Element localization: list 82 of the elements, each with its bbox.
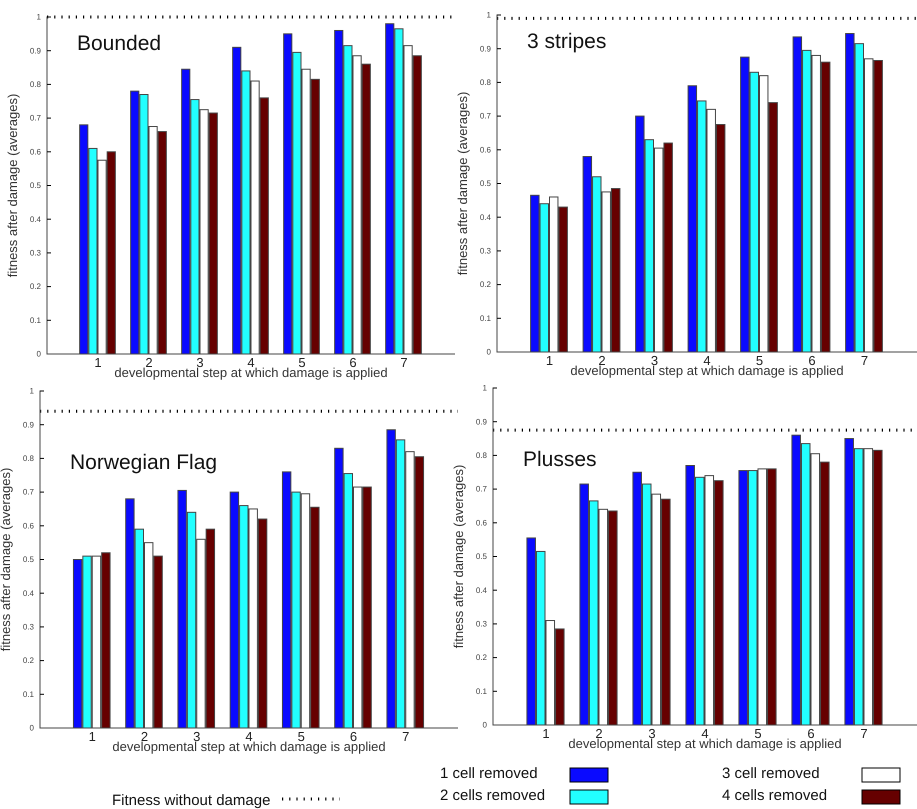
x-tick-label: 1 bbox=[542, 726, 550, 742]
x-tick-label: 3 bbox=[196, 355, 204, 370]
y-tick-label: 0.5 bbox=[480, 179, 492, 188]
x-tick-label: 7 bbox=[400, 355, 408, 370]
y-tick-label: 0.5 bbox=[476, 552, 488, 562]
y-tick-label: 1 bbox=[486, 10, 492, 20]
x-tick-label: 3 bbox=[650, 353, 658, 368]
y-tick-label: 0.4 bbox=[476, 586, 488, 595]
y-tick-label: 0.3 bbox=[22, 622, 35, 632]
x-tick-label: 4 bbox=[245, 729, 253, 744]
y-tick-label: 0.1 bbox=[476, 686, 488, 696]
y-tick-label: 0.6 bbox=[22, 521, 35, 530]
legend-label: 4 cells removed bbox=[722, 787, 828, 804]
y-tick-label: 0.7 bbox=[476, 484, 488, 494]
x-tick-label: 4 bbox=[703, 353, 711, 368]
y-tick-label: 0.1 bbox=[22, 690, 35, 699]
text: Bounded bbox=[77, 32, 162, 55]
y-tick-label: 0.9 bbox=[480, 44, 492, 54]
x-tick-label: 5 bbox=[756, 353, 764, 368]
y-axis-title: fitness after damage (averages) bbox=[451, 464, 466, 648]
y-tick-label: 0.5 bbox=[22, 555, 35, 564]
x-tick-label: 3 bbox=[193, 729, 200, 744]
x-tick-label: 2 bbox=[145, 355, 153, 370]
y-axis-title: fitness after damage (averages) bbox=[0, 468, 13, 652]
legend-label: 1 cell removed bbox=[440, 765, 538, 782]
y-tick-label: 0.6 bbox=[30, 147, 42, 156]
x-tick-label: 5 bbox=[298, 729, 305, 744]
x-tick-label: 7 bbox=[860, 726, 868, 742]
y-tick-label: 0.3 bbox=[476, 619, 488, 628]
y-tick-label: 0.7 bbox=[30, 114, 42, 123]
x-tick-label: 6 bbox=[349, 355, 357, 370]
x-tick-label: 5 bbox=[298, 355, 306, 370]
x-tick-label: 4 bbox=[701, 726, 709, 742]
x-tick-label: 4 bbox=[247, 355, 255, 370]
legend-label: 2 cells removed bbox=[440, 787, 546, 804]
y-tick-label: 0 bbox=[36, 350, 42, 359]
x-tick-label: 1 bbox=[94, 355, 102, 370]
text: 3 stripes bbox=[527, 30, 606, 53]
x-tick-label: 7 bbox=[860, 353, 868, 368]
y-tick-label: 0 bbox=[486, 348, 492, 357]
x-tick-label: 7 bbox=[402, 729, 410, 744]
x-tick-label: 5 bbox=[754, 726, 762, 742]
y-tick-label: 0.8 bbox=[480, 78, 492, 87]
y-tick-label: 0.6 bbox=[480, 145, 492, 154]
x-tick-label: 6 bbox=[807, 726, 815, 742]
y-tick-label: 0.7 bbox=[22, 488, 35, 497]
x-tick-label: 1 bbox=[546, 353, 554, 368]
y-tick-label: 1 bbox=[36, 12, 42, 22]
y-tick-label: 0.6 bbox=[476, 518, 488, 528]
text: 3 cell removed bbox=[722, 765, 820, 782]
y-axis-title: fitness after damage (averages) bbox=[455, 92, 470, 276]
y-tick-label: 0 bbox=[30, 724, 35, 733]
y-tick-label: 0.3 bbox=[30, 248, 42, 258]
legend-label: Fitness without damage bbox=[112, 792, 270, 809]
x-tick-label: 3 bbox=[648, 726, 656, 742]
y-tick-label: 0.2 bbox=[476, 653, 488, 662]
y-tick-label: 0.3 bbox=[480, 246, 492, 256]
y-tick-label: 0.9 bbox=[22, 420, 35, 430]
y-tick-label: 1 bbox=[482, 384, 488, 393]
y-tick-label: 0 bbox=[482, 720, 488, 730]
y-tick-label: 0.1 bbox=[30, 316, 42, 325]
y-tick-label: 0.1 bbox=[480, 314, 492, 323]
y-tick-label: 0.4 bbox=[480, 212, 492, 222]
y-axis-title: fitness after damage (averages) bbox=[5, 94, 20, 278]
y-tick-label: 1 bbox=[30, 386, 35, 396]
y-tick-label: 0.4 bbox=[22, 588, 35, 598]
y-tick-label: 0.8 bbox=[476, 450, 488, 460]
y-tick-label: 0.2 bbox=[30, 282, 42, 292]
y-tick-label: 0.2 bbox=[22, 656, 35, 666]
text: Plusses bbox=[523, 448, 597, 471]
text: Norwegian Flag bbox=[70, 451, 218, 474]
y-tick-label: 0.8 bbox=[22, 454, 35, 463]
y-tick-label: 0.9 bbox=[30, 46, 42, 56]
y-tick-label: 0.5 bbox=[30, 181, 42, 190]
y-tick-label: 0.8 bbox=[30, 80, 42, 89]
y-tick-label: 0.4 bbox=[30, 214, 42, 224]
x-tick-label: 6 bbox=[350, 729, 358, 744]
y-tick-label: 0.7 bbox=[480, 112, 492, 121]
x-tick-label: 6 bbox=[808, 353, 816, 368]
y-tick-label: 0.2 bbox=[480, 280, 492, 290]
x-tick-label: 1 bbox=[88, 729, 96, 744]
y-tick-label: 0.9 bbox=[476, 417, 488, 426]
